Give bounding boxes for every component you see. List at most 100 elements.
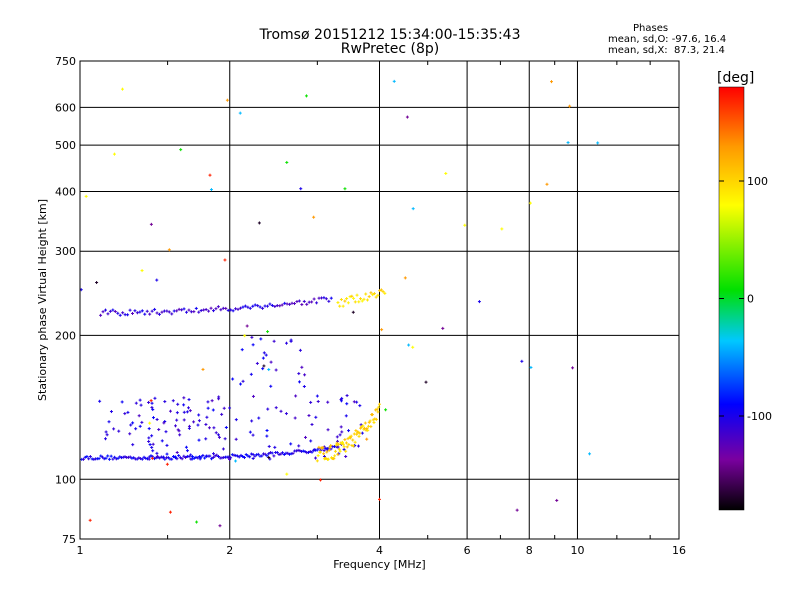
data-point xyxy=(189,453,193,457)
data-point xyxy=(256,304,260,308)
data-point xyxy=(123,455,127,459)
data-point xyxy=(347,429,351,433)
data-point xyxy=(182,396,186,400)
data-point xyxy=(346,437,350,441)
data-point xyxy=(310,422,314,426)
data-point xyxy=(182,307,186,311)
data-point xyxy=(116,311,120,315)
data-point xyxy=(195,520,199,524)
data-point xyxy=(165,443,169,447)
data-point xyxy=(155,454,159,458)
data-point xyxy=(333,449,337,453)
data-point xyxy=(155,311,159,315)
data-point xyxy=(297,299,301,303)
data-point xyxy=(270,451,274,455)
data-point xyxy=(342,447,346,451)
data-point xyxy=(155,451,159,455)
data-point xyxy=(297,380,301,384)
data-point xyxy=(234,418,238,422)
data-point xyxy=(329,443,333,447)
data-point xyxy=(184,455,188,459)
data-point xyxy=(139,457,143,461)
data-point xyxy=(336,452,340,456)
data-point xyxy=(88,455,92,459)
data-point xyxy=(197,413,201,417)
data-point xyxy=(344,441,348,445)
data-point xyxy=(289,338,293,342)
data-point xyxy=(520,359,524,363)
data-point xyxy=(212,426,216,430)
data-point xyxy=(237,455,241,459)
data-point xyxy=(356,430,360,434)
data-point xyxy=(314,415,318,419)
data-point xyxy=(261,356,265,360)
data-point xyxy=(353,440,357,444)
data-point xyxy=(262,364,266,368)
data-point xyxy=(255,361,259,365)
data-point xyxy=(251,343,255,347)
data-point xyxy=(250,335,254,339)
data-point xyxy=(360,299,364,303)
data-point xyxy=(341,442,345,446)
data-point xyxy=(312,297,316,301)
data-point xyxy=(84,194,88,198)
data-point xyxy=(411,345,415,349)
data-point xyxy=(322,448,326,452)
data-point xyxy=(321,446,325,450)
data-point xyxy=(344,449,348,453)
data-point xyxy=(325,450,329,454)
data-point xyxy=(372,421,376,425)
data-point xyxy=(274,368,278,372)
colorbar-ticks: 100 0 -100 xyxy=(719,175,772,423)
y-tick-label: 200 xyxy=(55,329,76,342)
data-point xyxy=(201,367,205,371)
data-point xyxy=(376,410,380,414)
data-point xyxy=(147,439,151,443)
data-point xyxy=(168,510,172,514)
phases-line-x: mean, sd,X: 87.3, 21.4 xyxy=(608,45,725,56)
data-point xyxy=(245,324,249,328)
data-point xyxy=(123,412,127,416)
data-point xyxy=(368,419,372,423)
data-point xyxy=(197,438,201,442)
data-point xyxy=(196,456,200,460)
data-point xyxy=(206,400,210,404)
data-point xyxy=(528,201,532,205)
data-point xyxy=(150,456,154,460)
data-point xyxy=(83,455,87,459)
data-point xyxy=(336,439,340,443)
data-point xyxy=(185,410,189,414)
data-point xyxy=(130,311,134,315)
data-point xyxy=(140,309,144,313)
data-point xyxy=(354,429,358,433)
data-point xyxy=(269,384,273,388)
data-point xyxy=(302,299,306,303)
data-point xyxy=(352,444,356,448)
data-point xyxy=(303,450,307,454)
data-point xyxy=(217,395,221,399)
data-point xyxy=(190,457,194,461)
data-point xyxy=(112,152,116,156)
data-point xyxy=(178,456,182,460)
data-point xyxy=(355,293,359,297)
data-point xyxy=(260,454,264,458)
data-point xyxy=(261,367,265,371)
data-point xyxy=(346,301,350,305)
data-point xyxy=(379,288,383,292)
data-point xyxy=(118,455,122,459)
data-point xyxy=(274,406,278,410)
y-axis-label: Stationary phase Virtual Height [km] xyxy=(36,199,49,401)
data-point xyxy=(405,115,409,119)
data-point xyxy=(224,425,228,429)
data-point xyxy=(157,312,161,316)
data-point xyxy=(378,289,382,293)
data-point xyxy=(571,366,575,370)
data-point xyxy=(253,454,257,458)
data-point xyxy=(329,296,333,300)
data-point xyxy=(103,308,107,312)
data-point xyxy=(204,307,208,311)
data-point xyxy=(121,311,125,315)
data-point xyxy=(251,457,255,461)
data-point xyxy=(112,427,116,431)
data-point xyxy=(299,187,303,191)
